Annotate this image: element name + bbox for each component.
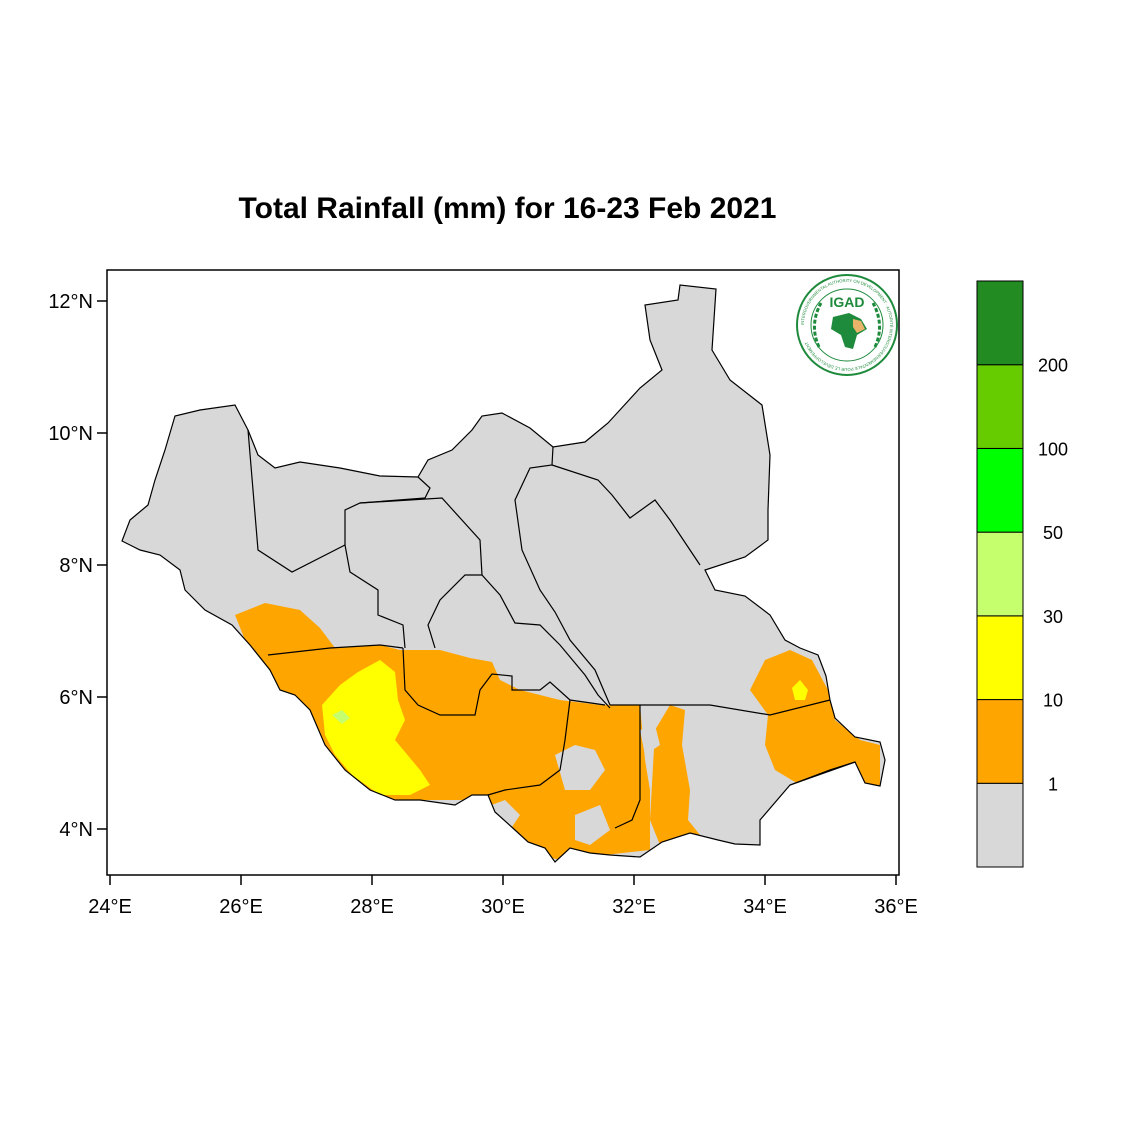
logo-laurel-left xyxy=(813,302,823,348)
y-tick-label: 6°N xyxy=(59,687,93,709)
rain-area-10-30mm-east xyxy=(792,680,808,700)
y-tick-label: 12°N xyxy=(48,291,93,313)
no-rain-patch xyxy=(555,745,605,790)
rain-area-10-30mm xyxy=(322,660,430,795)
x-tick-label: 30°E xyxy=(481,896,525,918)
igad-logo: IGAD INTERGOVERNMENTAL AUTHORITY ON DEVE… xyxy=(796,274,898,376)
x-tick-label: 32°E xyxy=(612,896,656,918)
state-boundaries xyxy=(247,429,856,829)
x-axis: 24°E 26°E 28°E 30°E 32°E 34°E 36°E xyxy=(88,875,918,918)
legend-label: 1 xyxy=(1048,774,1058,794)
legend-label: 30 xyxy=(1043,607,1063,627)
map-title: Total Rainfall (mm) for 16-23 Feb 2021 xyxy=(238,192,777,225)
x-tick-label: 34°E xyxy=(743,896,787,918)
legend-bin xyxy=(976,615,1024,701)
country-outline xyxy=(121,284,886,863)
x-tick-label: 28°E xyxy=(350,896,394,918)
legend-bin xyxy=(976,531,1024,617)
rain-area-1-10mm-east-strip xyxy=(650,705,700,845)
logo-laurel-right xyxy=(871,302,881,348)
x-tick-label: 36°E xyxy=(874,896,918,918)
legend-label: 100 xyxy=(1038,439,1068,459)
x-tick-label: 24°E xyxy=(88,896,132,918)
y-axis: 12°N 10°N 8°N 6°N 4°N xyxy=(48,291,107,841)
y-tick-label: 10°N xyxy=(48,423,93,445)
no-rain-patch xyxy=(640,725,660,755)
legend-bin xyxy=(976,782,1024,868)
legend-label: 10 xyxy=(1043,691,1063,711)
logo-horn-highlight xyxy=(853,319,865,333)
rain-area-30-50mm xyxy=(332,710,350,724)
rain-area-1-10mm-southeast xyxy=(750,650,880,785)
legend-bin xyxy=(976,447,1024,533)
x-tick-label: 26°E xyxy=(219,896,263,918)
y-tick-label: 4°N xyxy=(59,819,93,841)
legend-label: 50 xyxy=(1043,523,1063,543)
color-legend: 1 10 30 50 100 200 xyxy=(976,280,1068,868)
legend-bin xyxy=(976,364,1024,449)
logo-name: IGAD xyxy=(830,294,865,310)
legend-bin xyxy=(976,280,1024,366)
legend-bin xyxy=(976,699,1024,784)
y-tick-label: 8°N xyxy=(59,555,93,577)
no-rain-patch xyxy=(575,805,610,845)
legend-label: 200 xyxy=(1038,356,1068,376)
rain-area-1-10mm-west xyxy=(235,603,650,860)
